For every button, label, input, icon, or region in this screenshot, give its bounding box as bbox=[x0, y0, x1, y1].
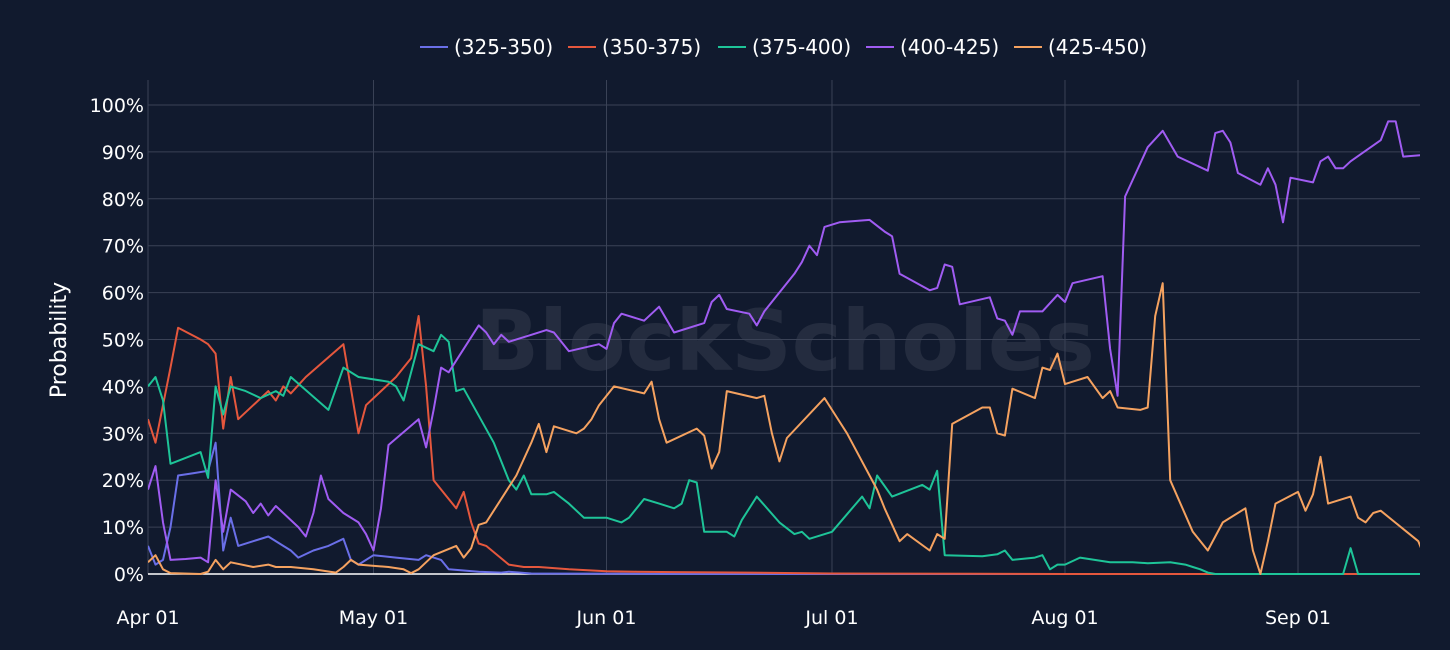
y-axis-title: Probability bbox=[47, 282, 72, 398]
y-tick-label: 60% bbox=[102, 283, 144, 305]
legend: (325-350) (350-375) (375-400) (400-425) (425… bbox=[420, 35, 1147, 59]
series-line-400-425 bbox=[148, 120, 1420, 564]
y-tick-label: 90% bbox=[102, 142, 144, 164]
gridlines bbox=[147, 80, 1420, 575]
y-tick-label: 70% bbox=[102, 236, 144, 258]
series-line-425-450 bbox=[148, 282, 1420, 575]
x-tick-label: Jun 01 bbox=[576, 607, 637, 629]
y-axis-ticks: 0% 10% 20% 30% 40% 50% 60% 70% 80% 90% 100% bbox=[90, 95, 144, 586]
series-line-375-400 bbox=[148, 333, 1420, 575]
x-tick-label: May 01 bbox=[339, 607, 409, 629]
legend-item[interactable]: (400-425) bbox=[866, 35, 999, 59]
legend-label: (400-425) bbox=[900, 35, 999, 59]
series-lines bbox=[148, 120, 1420, 575]
x-tick-label: Apr 01 bbox=[116, 607, 179, 629]
legend-item[interactable]: (350-375) bbox=[568, 35, 701, 59]
legend-label: (425-450) bbox=[1048, 35, 1147, 59]
legend-item[interactable]: (425-450) bbox=[1014, 35, 1147, 59]
y-tick-label: 30% bbox=[102, 423, 144, 445]
x-axis-ticks: Apr 01 May 01 Jun 01 Jul 01 Aug 01 Sep 01 bbox=[116, 607, 1331, 629]
watermark: BlockScholes bbox=[475, 292, 1095, 390]
x-tick-label: Aug 01 bbox=[1031, 607, 1098, 629]
x-tick-label: Jul 01 bbox=[804, 607, 858, 629]
y-tick-label: 40% bbox=[102, 376, 144, 398]
y-tick-label: 0% bbox=[114, 564, 144, 586]
y-tick-label: 10% bbox=[102, 517, 144, 539]
legend-label: (350-375) bbox=[602, 35, 701, 59]
y-tick-label: 100% bbox=[90, 95, 144, 117]
legend-label: (375-400) bbox=[752, 35, 851, 59]
legend-item[interactable]: (325-350) bbox=[420, 35, 553, 59]
legend-item[interactable]: (375-400) bbox=[718, 35, 851, 59]
series-line-350-375 bbox=[148, 315, 1419, 575]
y-tick-label: 20% bbox=[102, 470, 144, 492]
legend-label: (325-350) bbox=[454, 35, 553, 59]
y-tick-label: 50% bbox=[102, 330, 144, 352]
y-tick-label: 80% bbox=[102, 189, 144, 211]
series-line-325-350 bbox=[148, 441, 1419, 575]
x-tick-label: Sep 01 bbox=[1265, 607, 1331, 629]
